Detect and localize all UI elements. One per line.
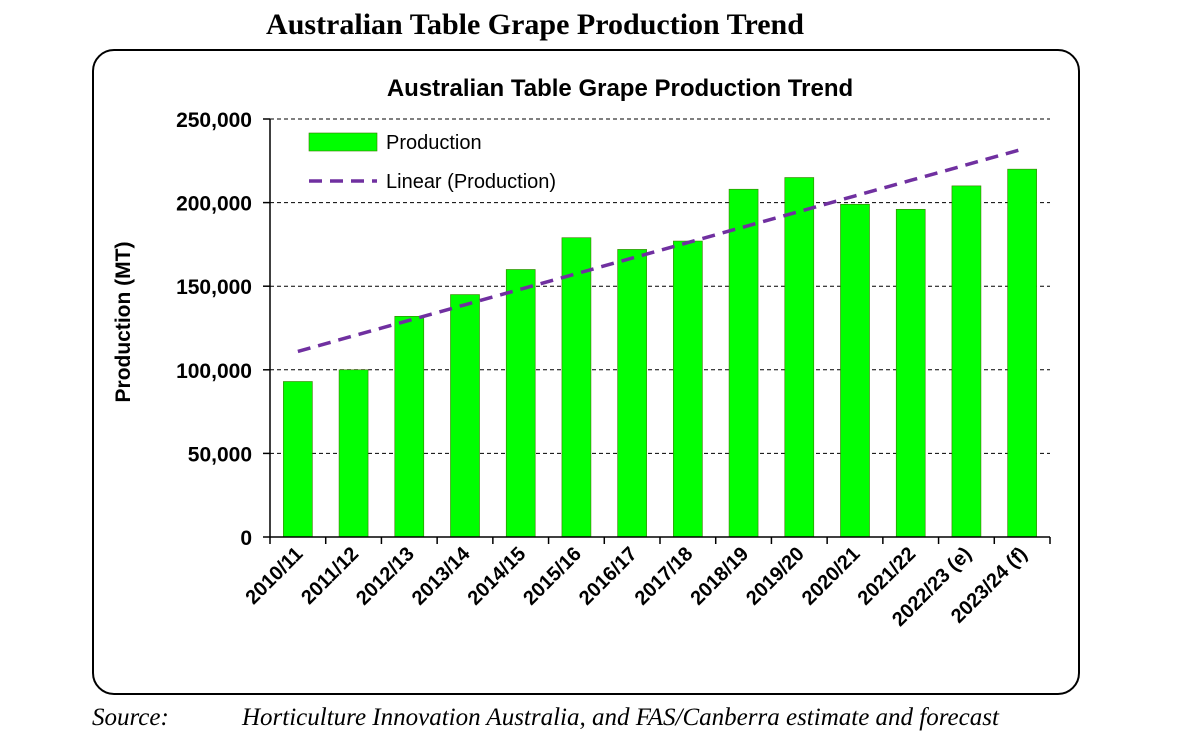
bar xyxy=(505,269,536,538)
bar xyxy=(895,208,926,538)
bar xyxy=(450,294,480,538)
x-tick-label: 2018/19 xyxy=(686,543,753,610)
gridlines xyxy=(270,118,1050,454)
bar xyxy=(784,177,815,538)
x-tick-label: 2017/18 xyxy=(631,543,698,610)
y-axis-label: Production (MT) xyxy=(112,242,135,403)
bar xyxy=(951,185,982,538)
y-tick-label: 100,000 xyxy=(176,360,252,383)
x-tick-label: 2014/15 xyxy=(464,543,531,610)
y-tick-label: 150,000 xyxy=(176,276,252,299)
source-note: Source: Horticulture Innovation Australia… xyxy=(92,704,1192,732)
x-tick-label: 2013/14 xyxy=(408,542,475,609)
page-title: Australian Table Grape Production Trend xyxy=(266,8,804,41)
bar xyxy=(840,203,870,538)
y-tick-label: 0 xyxy=(240,527,252,550)
y-tick-label: 250,000 xyxy=(176,109,252,132)
bar xyxy=(394,315,425,538)
x-tick-label: 2016/17 xyxy=(575,543,642,610)
x-tick-label: 2020/21 xyxy=(798,543,865,610)
x-tick-label: 2011/12 xyxy=(297,543,363,609)
source-text: Horticulture Innovation Australia, and F… xyxy=(242,704,999,731)
x-tick-label: 2019/20 xyxy=(742,543,809,610)
bar xyxy=(561,237,592,538)
y-tick-label: 50,000 xyxy=(188,443,252,466)
bar xyxy=(673,240,703,538)
legend-label-linear: Linear (Production) xyxy=(386,171,556,193)
legend: Production Linear (Production) xyxy=(308,132,556,193)
bar xyxy=(728,188,759,538)
x-tick-label: 2015/16 xyxy=(519,543,586,610)
bars xyxy=(283,168,1037,538)
bar xyxy=(617,249,647,538)
bar xyxy=(338,369,369,538)
chart-title: Australian Table Grape Production Trend xyxy=(387,75,853,102)
x-tick-label: 2012/13 xyxy=(352,543,419,610)
bar xyxy=(283,381,313,538)
x-tick-label: 2010/11 xyxy=(241,543,307,609)
y-tick-label: 200,000 xyxy=(176,193,252,216)
source-label: Source: xyxy=(92,704,169,731)
bar xyxy=(1007,168,1037,538)
legend-swatch-production xyxy=(308,132,378,152)
legend-label-production: Production xyxy=(386,132,482,154)
